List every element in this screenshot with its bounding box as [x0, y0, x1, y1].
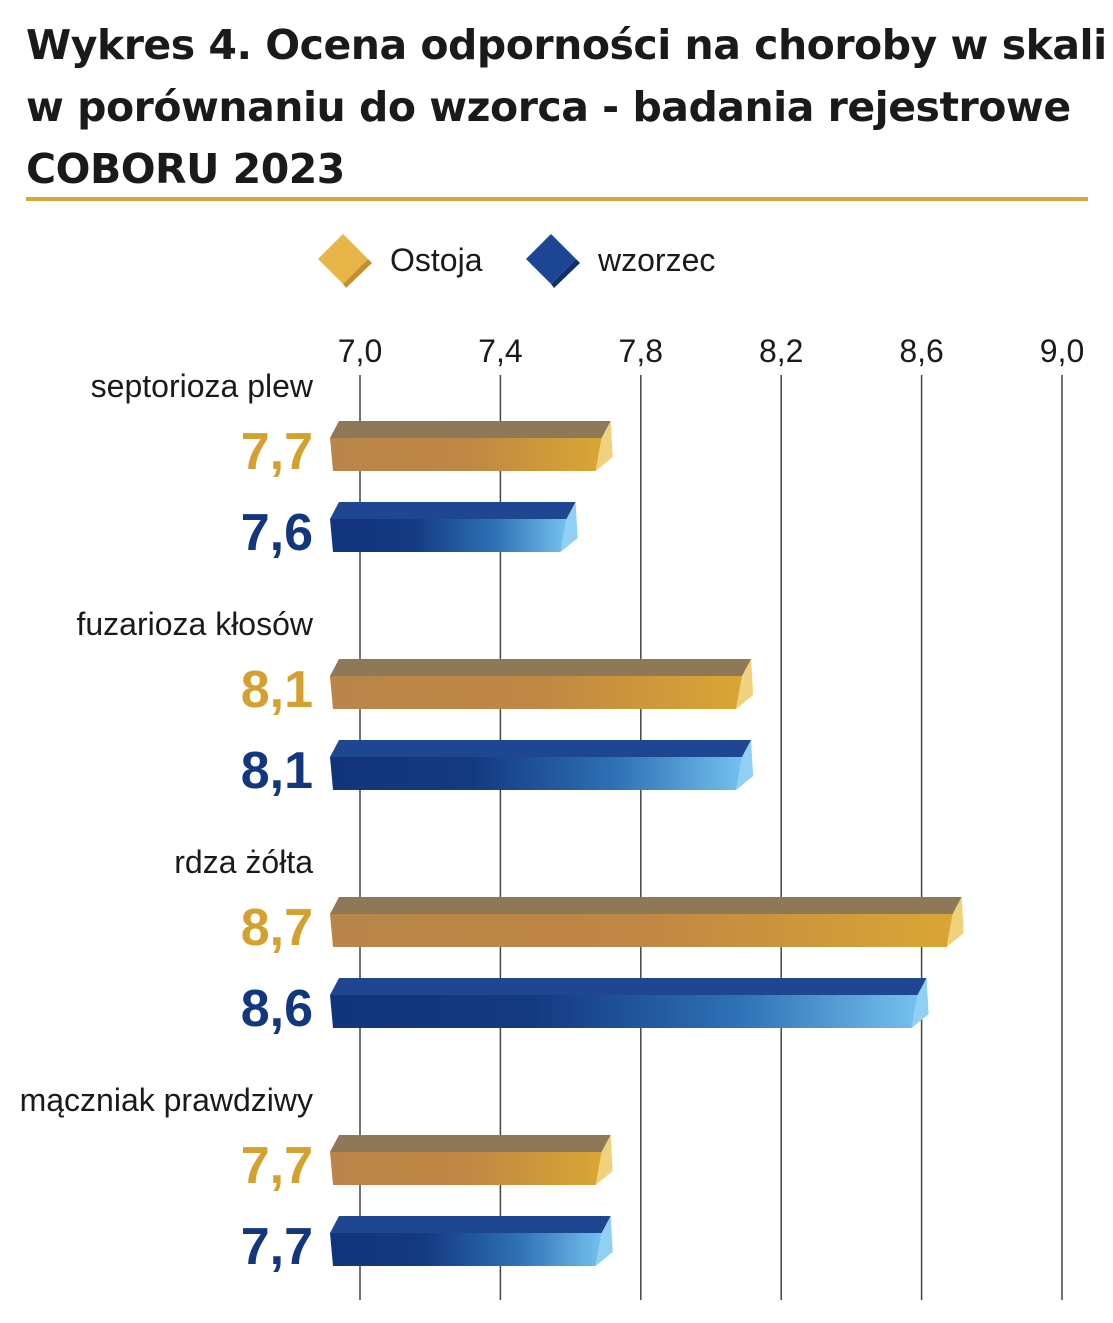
data-label: 7,7: [241, 1218, 313, 1276]
data-label: 8,1: [241, 742, 313, 800]
legend-swatch-edge-0: [343, 259, 372, 288]
category-label: fuzarioza kłosów: [76, 606, 313, 642]
bar-end-face: [911, 978, 929, 1028]
bar-top-face: [330, 1135, 611, 1152]
x-tick-label: 7,0: [338, 333, 382, 369]
chart-title-line-1: Wykres 4. Ocena odporności na choroby w …: [26, 21, 1113, 69]
bar: [330, 757, 743, 790]
bar: [330, 914, 953, 947]
bar: [330, 1152, 602, 1185]
category-label: mączniak prawdziwy: [20, 1082, 313, 1118]
chart-title: Wykres 4. Ocena odporności na choroby w …: [26, 14, 1113, 200]
legend-swatch-1: [526, 234, 576, 284]
category-label: rdza żółta: [174, 844, 313, 880]
data-label: 8,1: [241, 661, 313, 719]
chart-title-line-3: COBORU 2023: [26, 145, 345, 193]
bar-top-face: [330, 421, 611, 438]
legend-label-1: wzorzec: [597, 242, 715, 278]
title-divider: [26, 197, 1088, 201]
x-tick-label: 7,4: [478, 333, 522, 369]
x-tick-label: 8,6: [899, 333, 943, 369]
bar-end-face: [560, 502, 578, 552]
data-label: 8,6: [241, 980, 313, 1038]
legend-swatch-edge-1: [551, 259, 580, 288]
bar-top-face: [330, 1216, 611, 1233]
bar-end-face: [736, 740, 754, 790]
bar-end-face: [736, 659, 754, 709]
bar-end-face: [595, 1135, 613, 1185]
legend-label-0: Ostoja: [390, 242, 483, 278]
x-tick-label: 8,2: [759, 333, 803, 369]
chart-title-line-2: w porównaniu do wzorca - badania rejestr…: [26, 83, 1071, 131]
legend: Ostoja wzorzec: [318, 234, 715, 288]
data-label: 7,7: [241, 1137, 313, 1195]
bar-top-face: [330, 502, 576, 519]
bar: [330, 676, 743, 709]
bar: [330, 519, 567, 552]
legend-swatch-0: [318, 234, 368, 284]
category-label: septorioza plew: [91, 368, 314, 404]
bar: [330, 438, 602, 471]
x-tick-label: 7,8: [619, 333, 663, 369]
bars-layer: septorioza plew 7,7 7,6 fuzarioza kłosów 8,1…: [20, 368, 964, 1276]
bar: [330, 995, 918, 1028]
data-label: 8,7: [241, 899, 313, 957]
bar-end-face: [946, 897, 964, 947]
bar-top-face: [330, 659, 752, 676]
bar-top-face: [330, 978, 927, 995]
x-tick-label: 9,0: [1040, 333, 1084, 369]
bar-end-face: [595, 421, 613, 471]
bar-top-face: [330, 740, 752, 757]
data-label: 7,6: [241, 504, 313, 562]
data-label: 7,7: [241, 423, 313, 481]
bar-end-face: [595, 1216, 613, 1266]
bar: [330, 1233, 602, 1266]
bar-top-face: [330, 897, 962, 914]
